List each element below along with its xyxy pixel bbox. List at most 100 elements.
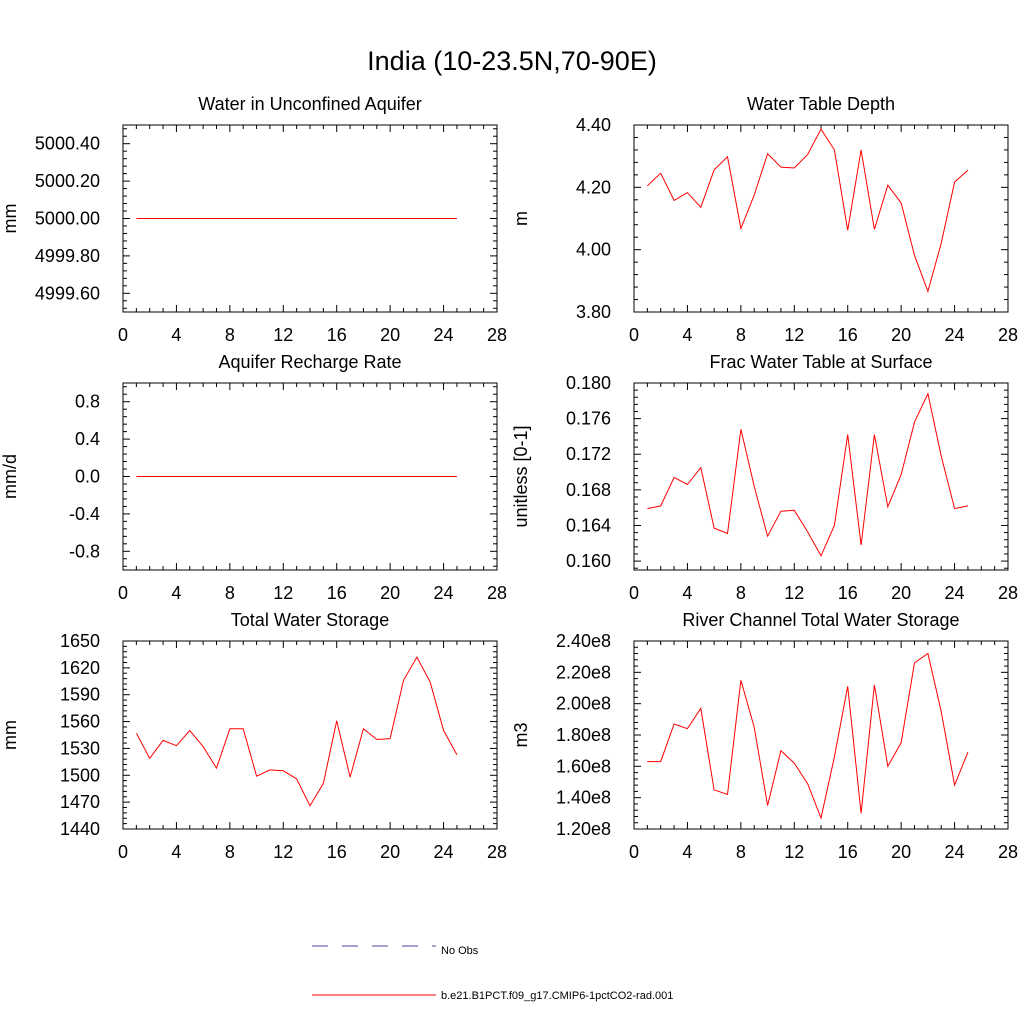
x-tick-label: 0 (629, 842, 639, 862)
x-tick-label: 20 (380, 842, 400, 862)
panel-title: Total Water Storage (231, 610, 389, 630)
x-tick-label: 0 (629, 583, 639, 603)
panel-title: Water in Unconfined Aquifer (198, 94, 421, 114)
legend: No Obs b.e21.B1PCT.f09_g17.CMIP6-1pctCO2… (312, 945, 673, 1002)
y-tick-label: 4999.80 (35, 246, 100, 266)
y-tick-label: 1440 (60, 819, 100, 839)
panel-title: Frac Water Table at Surface (709, 352, 932, 372)
x-tick-label: 28 (487, 325, 507, 345)
x-tick-label: 20 (891, 583, 911, 603)
x-tick-label: 20 (891, 325, 911, 345)
y-tick-label: 1.60e8 (556, 756, 611, 776)
y-tick-label: 0.176 (566, 409, 611, 429)
plot-frame (633, 124, 1009, 313)
y-tick-label: -0.4 (69, 504, 100, 524)
x-tick-label: 24 (945, 842, 965, 862)
y-tick-label: 2.00e8 (556, 694, 611, 714)
x-tick-label: 16 (327, 583, 347, 603)
y-axis-label: m (511, 211, 531, 226)
x-tick-label: 8 (225, 842, 235, 862)
x-tick-label: 24 (945, 325, 965, 345)
y-axis-label: unitless [0-1] (511, 425, 531, 527)
y-tick-label: 1590 (60, 685, 100, 705)
panel-2: Water Table Depth m 0 4 8 12 16 20 24 28 3.80 4.00 4… (511, 94, 1018, 345)
y-tick-label: 1500 (60, 765, 100, 785)
x-tick-label: 4 (171, 583, 181, 603)
x-tick-label: 8 (736, 583, 746, 603)
y-tick-label: 3.80 (576, 302, 611, 322)
y-tick-label: 2.20e8 (556, 662, 611, 682)
x-tick-label: 16 (327, 842, 347, 862)
x-tick-label: 8 (225, 583, 235, 603)
panel-6: River Channel Total Water Storage m3 0 4 8 12… (511, 610, 1018, 862)
legend-obs-label: No Obs (441, 945, 479, 957)
x-tick-label: 12 (273, 583, 293, 603)
y-tick-label: 0.172 (566, 444, 611, 464)
x-tick-label: 16 (838, 842, 858, 862)
x-tick-label: 4 (682, 583, 692, 603)
x-tick-label: 24 (434, 325, 454, 345)
x-tick-label: 0 (118, 583, 128, 603)
x-tick-label: 12 (784, 583, 804, 603)
x-tick-label: 28 (998, 842, 1018, 862)
y-tick-label: 1560 (60, 712, 100, 732)
x-tick-label: 4 (171, 842, 181, 862)
panel-3: Aquifer Recharge Rate mm/d 0 4 8 12 16 20 24 28 -0… (0, 352, 507, 603)
panels-group: Water in Unconfined Aquifer mm 0 4 8 12 16 20 24… (0, 94, 1018, 862)
y-tick-label: 0.180 (566, 373, 611, 393)
y-tick-label: 4.00 (576, 240, 611, 260)
panel-1: Water in Unconfined Aquifer mm 0 4 8 12 16 20 24… (0, 94, 507, 345)
y-tick-label: 1.20e8 (556, 819, 611, 839)
y-tick-label: 0.8 (75, 392, 100, 412)
y-tick-label: 1.80e8 (556, 725, 611, 745)
y-tick-label: 1470 (60, 792, 100, 812)
x-tick-label: 12 (784, 842, 804, 862)
x-tick-label: 4 (682, 325, 692, 345)
x-tick-label: 16 (327, 325, 347, 345)
x-tick-label: 8 (736, 325, 746, 345)
x-tick-label: 28 (487, 583, 507, 603)
x-tick-label: 20 (891, 842, 911, 862)
y-tick-label: 1.40e8 (556, 788, 611, 808)
y-tick-label: 5000.00 (35, 209, 100, 229)
legend-model-label: b.e21.B1PCT.f09_g17.CMIP6-1pctCO2-rad.00… (441, 990, 673, 1002)
y-tick-label: 0.160 (566, 551, 611, 571)
x-tick-label: 20 (380, 583, 400, 603)
y-tick-label: 0.164 (566, 515, 611, 535)
x-tick-label: 4 (171, 325, 181, 345)
x-tick-label: 20 (380, 325, 400, 345)
y-tick-label: 4.20 (576, 177, 611, 197)
y-tick-label: 5000.40 (35, 134, 100, 154)
x-tick-label: 0 (629, 325, 639, 345)
x-tick-label: 12 (784, 325, 804, 345)
plot-frame (633, 382, 1009, 571)
series-line-1 (647, 652, 969, 820)
x-tick-label: 0 (118, 842, 128, 862)
y-tick-label: -0.8 (69, 541, 100, 561)
figure-title: India (10-23.5N,70-90E) (367, 46, 657, 76)
y-tick-label: 4999.60 (35, 283, 100, 303)
x-tick-label: 16 (838, 325, 858, 345)
panel-title: Aquifer Recharge Rate (218, 352, 401, 372)
panel-title: Water Table Depth (747, 94, 895, 114)
x-tick-label: 24 (434, 583, 454, 603)
y-tick-label: 1650 (60, 631, 100, 651)
x-tick-label: 0 (118, 325, 128, 345)
x-tick-label: 8 (736, 842, 746, 862)
plot-frame (633, 640, 1009, 830)
x-tick-label: 28 (487, 842, 507, 862)
series-line-1 (647, 392, 968, 557)
y-tick-label: 0.168 (566, 480, 611, 500)
y-tick-label: 4.40 (576, 115, 611, 135)
x-tick-label: 28 (998, 325, 1018, 345)
series-line-1 (135, 656, 458, 807)
panel-4: Frac Water Table at Surface unitless [0-1… (511, 352, 1018, 603)
y-tick-label: 0.0 (75, 467, 100, 487)
y-axis-label: mm (0, 720, 20, 750)
y-tick-label: 5000.20 (35, 171, 100, 191)
panel-title: River Channel Total Water Storage (682, 610, 959, 630)
x-tick-label: 12 (273, 325, 293, 345)
x-tick-label: 16 (838, 583, 858, 603)
